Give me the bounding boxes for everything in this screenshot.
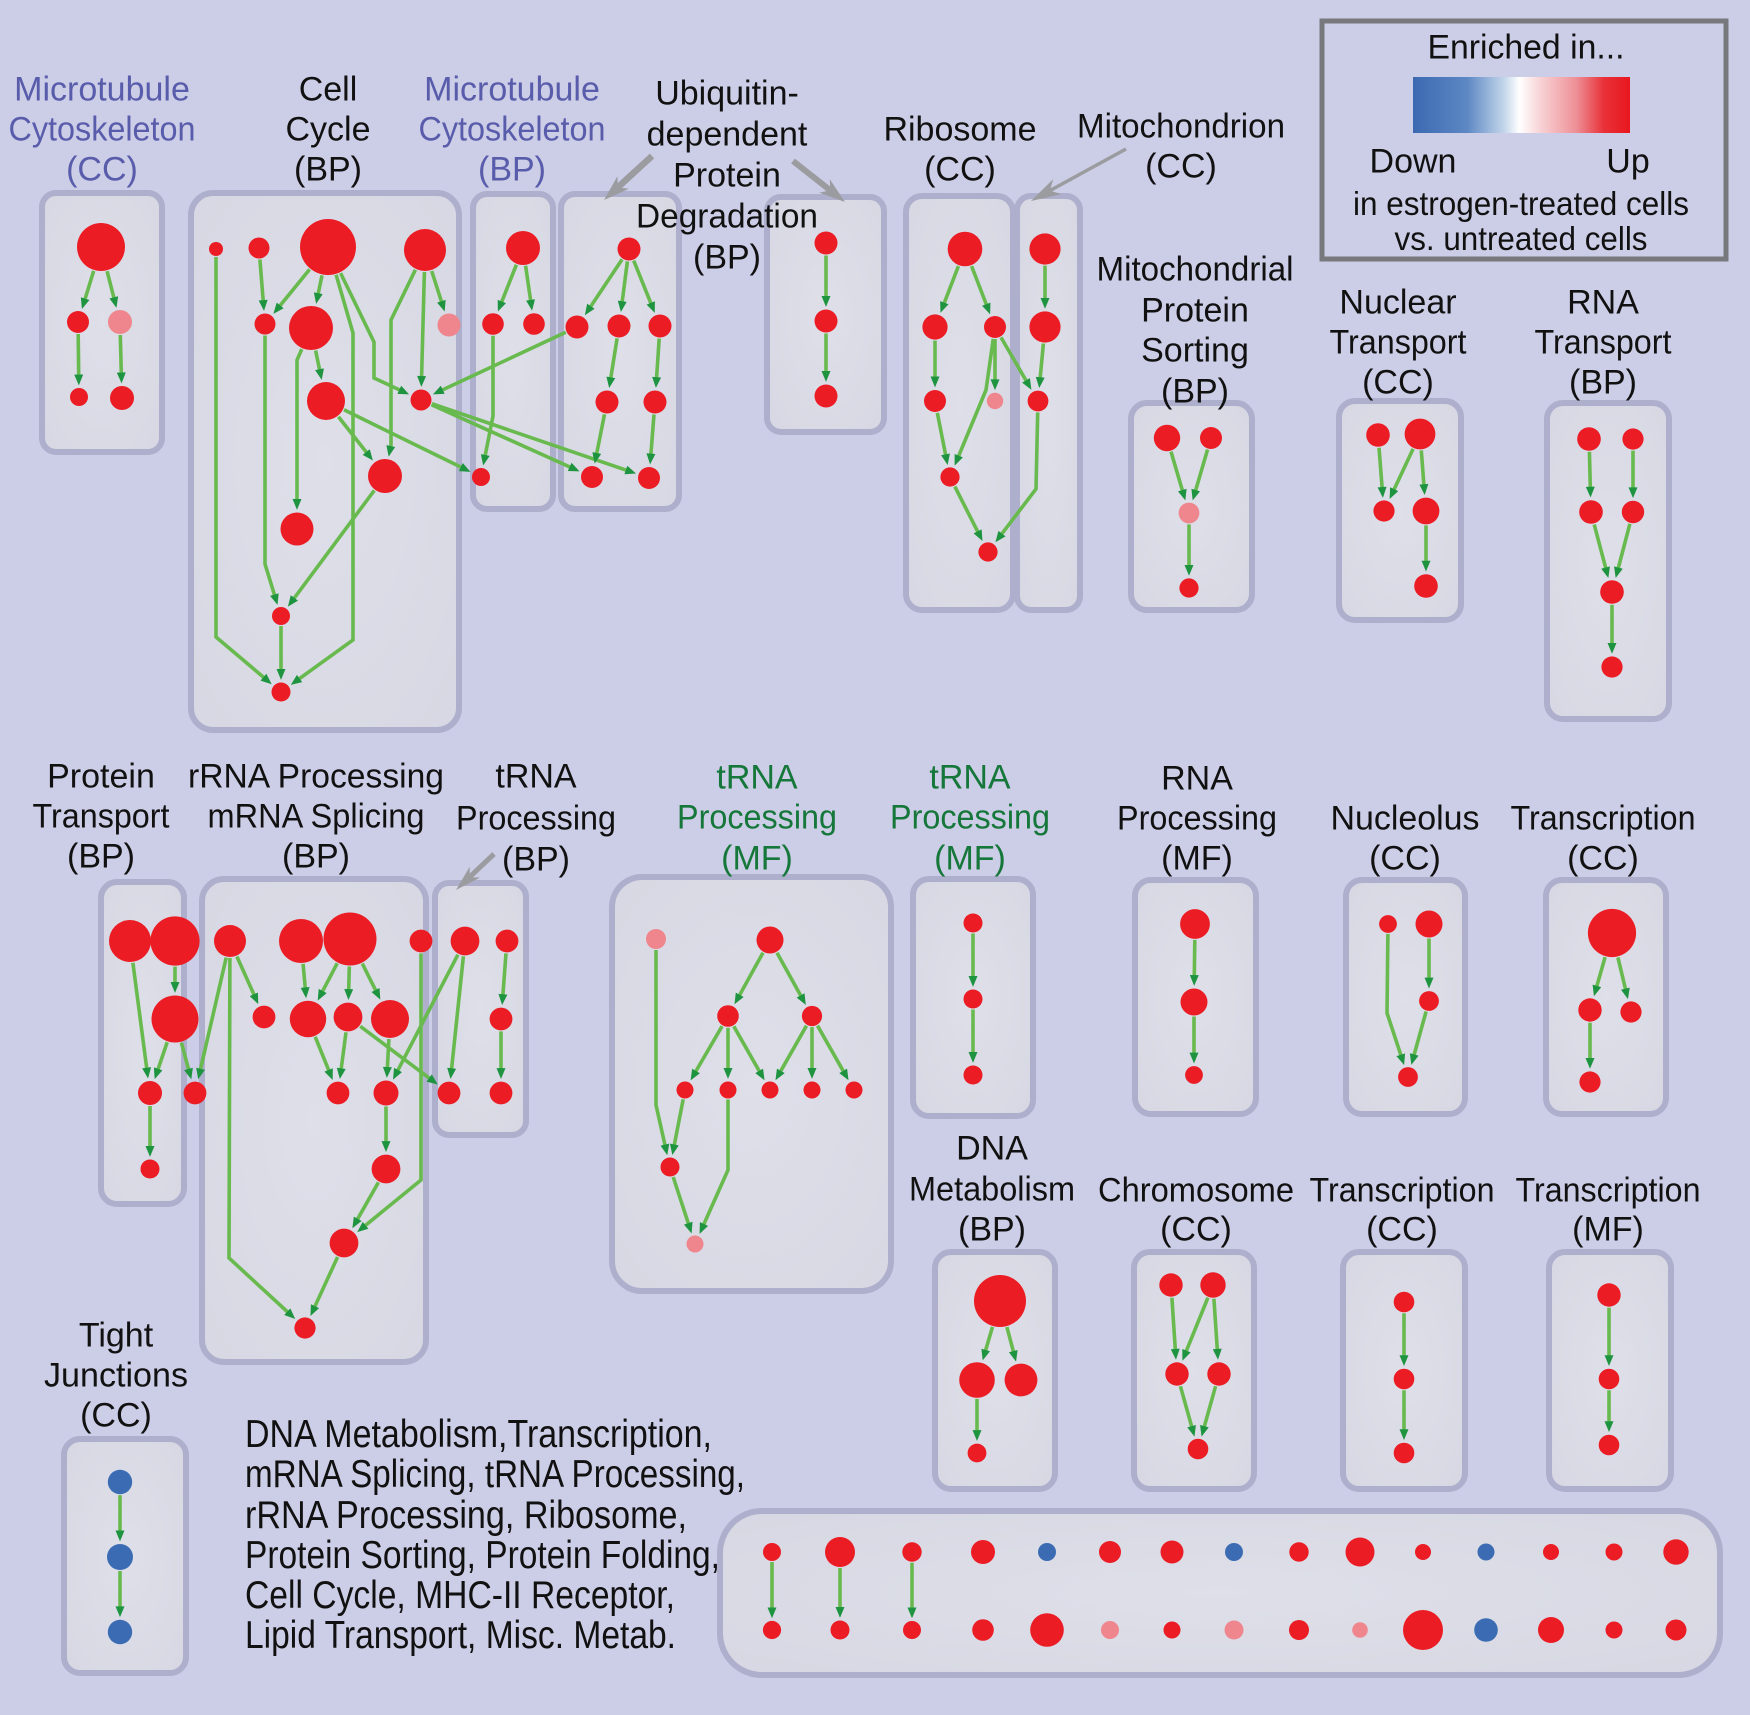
svg-text:tRNA: tRNA: [716, 758, 798, 796]
svg-text:RNA: RNA: [1567, 283, 1639, 321]
svg-text:RNA: RNA: [1161, 759, 1233, 797]
svg-text:Ribosome: Ribosome: [883, 110, 1036, 148]
svg-text:(MF): (MF): [721, 839, 793, 877]
svg-text:Enriched in...: Enriched in...: [1428, 28, 1625, 66]
svg-text:(CC): (CC): [1369, 839, 1441, 877]
svg-text:Transcription: Transcription: [1511, 799, 1696, 837]
svg-text:Protein: Protein: [47, 757, 155, 795]
svg-text:(BP): (BP): [1569, 363, 1637, 401]
svg-text:Down: Down: [1370, 142, 1457, 180]
svg-text:(BP): (BP): [502, 840, 570, 878]
svg-text:Transport: Transport: [1535, 323, 1673, 361]
svg-text:Sorting: Sorting: [1141, 331, 1249, 369]
svg-text:mRNA Splicing, tRNA Processing: mRNA Splicing, tRNA Processing,: [245, 1453, 745, 1496]
svg-text:Mitochondrial: Mitochondrial: [1097, 250, 1294, 288]
svg-text:Processing: Processing: [456, 799, 616, 837]
svg-text:(BP): (BP): [478, 150, 546, 188]
svg-text:(CC): (CC): [1567, 839, 1639, 877]
svg-text:Up: Up: [1606, 142, 1649, 180]
svg-text:(BP): (BP): [693, 238, 761, 276]
svg-text:Cytoskeleton: Cytoskeleton: [419, 110, 606, 148]
svg-text:DNA: DNA: [956, 1129, 1028, 1167]
svg-text:Ubiquitin-: Ubiquitin-: [655, 74, 799, 112]
svg-text:(CC): (CC): [1362, 363, 1434, 401]
svg-text:DNA Metabolism,Transcription,: DNA Metabolism,Transcription,: [245, 1413, 712, 1456]
svg-text:Tight: Tight: [79, 1316, 154, 1354]
svg-text:(BP): (BP): [958, 1210, 1026, 1248]
svg-text:(BP): (BP): [1161, 372, 1229, 410]
svg-text:Transport: Transport: [1330, 323, 1468, 361]
svg-text:Protein Sorting, Protein Foldi: Protein Sorting, Protein Folding,: [245, 1534, 720, 1577]
svg-text:(CC): (CC): [80, 1396, 152, 1434]
svg-text:dependent: dependent: [647, 115, 808, 153]
svg-text:(CC): (CC): [1145, 147, 1217, 185]
svg-text:Transcription: Transcription: [1516, 1171, 1701, 1209]
svg-text:Processing: Processing: [1117, 799, 1277, 837]
svg-text:(BP): (BP): [294, 150, 362, 188]
svg-text:Cell: Cell: [299, 70, 358, 108]
svg-text:Processing: Processing: [677, 798, 837, 836]
svg-text:Processing: Processing: [890, 798, 1050, 836]
svg-text:(BP): (BP): [282, 837, 350, 875]
svg-text:(CC): (CC): [66, 150, 138, 188]
svg-text:(MF): (MF): [1572, 1210, 1644, 1248]
svg-text:(CC): (CC): [1366, 1210, 1438, 1248]
svg-text:Cytoskeleton: Cytoskeleton: [9, 110, 196, 148]
svg-text:(CC): (CC): [1160, 1210, 1232, 1248]
svg-text:Lipid Transport, Misc. Metab.: Lipid Transport, Misc. Metab.: [245, 1614, 676, 1657]
svg-text:Metabolism: Metabolism: [909, 1170, 1075, 1208]
svg-text:Nucleolus: Nucleolus: [1331, 799, 1480, 837]
svg-text:Microtubule: Microtubule: [424, 70, 600, 108]
svg-text:(MF): (MF): [934, 839, 1006, 877]
svg-text:tRNA: tRNA: [929, 758, 1011, 796]
svg-text:mRNA Splicing: mRNA Splicing: [208, 797, 425, 835]
svg-text:rRNA Processing, Ribosome,: rRNA Processing, Ribosome,: [245, 1494, 687, 1537]
svg-text:Degradation: Degradation: [636, 197, 818, 235]
svg-text:(MF): (MF): [1161, 839, 1233, 877]
svg-text:vs. untreated cells: vs. untreated cells: [1395, 220, 1648, 257]
svg-text:Nuclear: Nuclear: [1339, 283, 1456, 321]
svg-text:Microtubule: Microtubule: [14, 70, 190, 108]
svg-text:Protein: Protein: [673, 156, 781, 194]
svg-text:(CC): (CC): [924, 150, 996, 188]
svg-text:rRNA Processing: rRNA Processing: [188, 757, 444, 795]
svg-text:Junctions: Junctions: [44, 1356, 188, 1394]
svg-text:Mitochondrion: Mitochondrion: [1077, 107, 1285, 145]
svg-text:(BP): (BP): [67, 837, 135, 875]
svg-text:Chromosome: Chromosome: [1098, 1171, 1294, 1209]
svg-text:Transcription: Transcription: [1310, 1171, 1495, 1209]
svg-text:in estrogen-treated cells: in estrogen-treated cells: [1353, 185, 1689, 222]
svg-text:Transport: Transport: [33, 797, 171, 835]
svg-text:Protein: Protein: [1141, 291, 1249, 329]
svg-text:Cell Cycle, MHC-II Receptor,: Cell Cycle, MHC-II Receptor,: [245, 1574, 675, 1617]
svg-text:Cycle: Cycle: [285, 110, 370, 148]
svg-text:tRNA: tRNA: [495, 757, 577, 795]
